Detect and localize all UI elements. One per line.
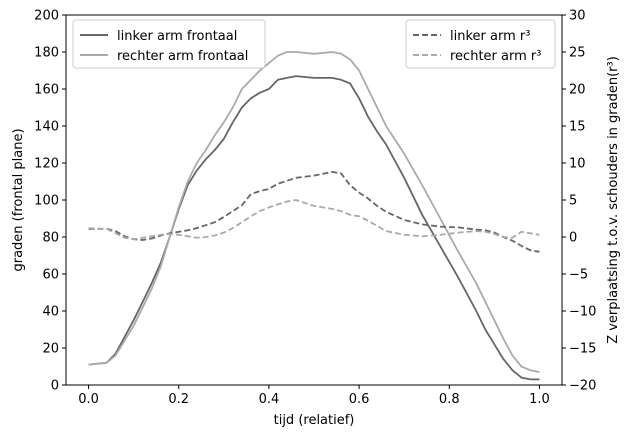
- y-tick-label: 200: [34, 9, 59, 24]
- x-tick-label: 0.6: [349, 392, 370, 407]
- legend-left-frame: [72, 19, 266, 69]
- legend-label-rechter-r3: rechter arm r³: [450, 49, 541, 64]
- x-tick-label: 0.8: [439, 392, 460, 407]
- series-group: [88, 51, 540, 381]
- y-tick-label: 100: [34, 194, 59, 209]
- y-tick-label: 180: [34, 46, 59, 61]
- y2-tick-label: −15: [569, 342, 596, 357]
- x-tick-label: 0.2: [168, 392, 189, 407]
- x-axis: 0.0 0.2 0.4 0.6 0.8 1.0: [78, 385, 550, 407]
- y2-tick-label: −10: [569, 305, 596, 320]
- y2-tick-label: −20: [569, 379, 596, 394]
- series-line-3: [88, 199, 540, 241]
- x-tick-label: 1.0: [529, 392, 550, 407]
- y-tick-label: 40: [42, 305, 59, 320]
- y-tick-label: 160: [34, 83, 59, 98]
- y2-tick-label: 15: [569, 120, 586, 135]
- y-axis-left: 0 20 40 60 80 100 120 140 160 180 200: [34, 9, 66, 394]
- y2-tick-label: 5: [569, 194, 577, 209]
- y-axis-label-right: Z verplaatsing t.o.v. schouders in grade…: [606, 56, 621, 344]
- legend-left: linker arm frontaal rechter arm frontaal: [72, 19, 266, 69]
- legend-label-linker-r3: linker arm r³: [450, 29, 530, 44]
- y2-tick-label: −5: [569, 268, 588, 283]
- y-tick-label: 80: [42, 231, 59, 246]
- legend-label-linker-frontaal: linker arm frontaal: [117, 29, 237, 44]
- y-tick-label: 60: [42, 268, 59, 283]
- x-tick-label: 0.0: [78, 392, 99, 407]
- y-axis-label-left: graden (frontal plane): [11, 128, 26, 271]
- y-tick-label: 20: [42, 342, 59, 357]
- y2-tick-label: 0: [569, 231, 577, 246]
- x-tick-label: 0.4: [259, 392, 280, 407]
- series-line-0: [88, 75, 540, 381]
- legend-label-rechter-frontaal: rechter arm frontaal: [117, 49, 248, 64]
- legend-right: linker arm r³ rechter arm r³: [405, 19, 556, 69]
- x-axis-label: tijd (relatief): [274, 413, 355, 428]
- y2-tick-label: 20: [569, 83, 586, 98]
- y-axis-right: −20 −15 −10 −5 0 5 10 15 20 25 30: [562, 9, 596, 394]
- y2-tick-label: 25: [569, 46, 586, 61]
- y2-tick-label: 30: [569, 9, 586, 24]
- series-line-1: [88, 51, 540, 373]
- y2-tick-label: 10: [569, 157, 586, 172]
- y-tick-label: 140: [34, 120, 59, 135]
- plot-area: [66, 15, 562, 385]
- legend-right-frame: [405, 19, 556, 69]
- y-tick-label: 0: [51, 379, 59, 394]
- y-tick-label: 120: [34, 157, 59, 172]
